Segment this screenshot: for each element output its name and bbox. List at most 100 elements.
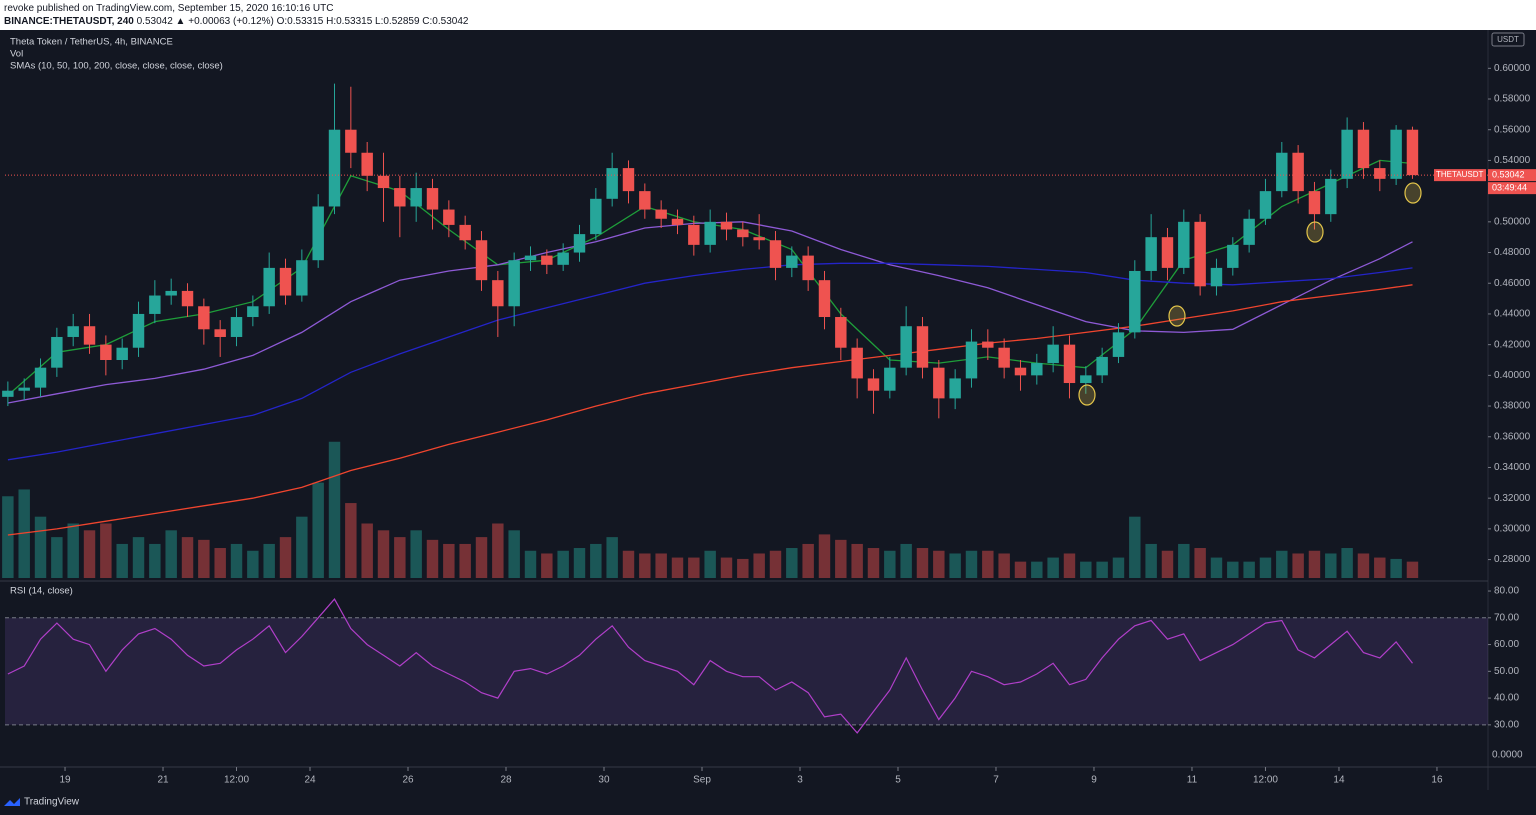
- candle-body: [1357, 129, 1370, 169]
- volume-bar: [1194, 548, 1206, 578]
- y-tick-label: 0.36000: [1494, 431, 1531, 442]
- volume-bar: [1308, 550, 1321, 578]
- candle-body: [1161, 237, 1174, 268]
- volume-bar: [688, 557, 700, 578]
- volume-bar: [884, 550, 896, 578]
- x-tick-label: 30: [598, 775, 610, 786]
- candle-body: [1276, 152, 1288, 192]
- volume-bar: [181, 537, 194, 578]
- symbol-tag: THETAUSDT: [1436, 170, 1484, 179]
- candle-body: [998, 347, 1010, 368]
- candle-body: [1047, 344, 1059, 364]
- volume-bar: [982, 550, 994, 578]
- volume-bar: [671, 557, 684, 578]
- candle-body: [247, 306, 259, 318]
- candle-body: [230, 317, 243, 337]
- candle-body: [1080, 375, 1092, 384]
- sma-label: SMAs (10, 50, 100, 200, close, close, cl…: [10, 61, 223, 72]
- volume-bar: [394, 537, 406, 578]
- candle-body: [18, 387, 30, 391]
- candle-body: [867, 378, 880, 391]
- candle-body: [884, 367, 896, 391]
- x-tick-label: 14: [1333, 775, 1345, 786]
- candle-body: [753, 237, 765, 241]
- volume-bar: [263, 543, 275, 578]
- candle-body: [83, 326, 96, 345]
- rsi-tick-label: 70.00: [1494, 612, 1519, 623]
- volume-bar: [1129, 516, 1141, 578]
- sma-line: [7, 221, 1413, 404]
- candle-body: [786, 255, 798, 268]
- rsi-bottom-label: 0.0000: [1492, 750, 1523, 761]
- y-tick-label: 0.42000: [1494, 339, 1531, 350]
- volume-bar: [835, 539, 847, 578]
- volume-bar: [1047, 557, 1059, 578]
- quote-line: BINANCE:THETAUSDT, 240 0.53042 ▲ +0.0006…: [4, 16, 468, 28]
- candle-body: [671, 218, 684, 225]
- candle-body: [1308, 191, 1321, 215]
- candle-body: [345, 129, 357, 153]
- y-tick-label: 0.54000: [1494, 155, 1531, 166]
- candle-body: [1145, 237, 1157, 271]
- candle-body: [818, 280, 831, 318]
- countdown-label: 03:49:44: [1492, 183, 1527, 193]
- candle-body: [1210, 267, 1223, 287]
- volume-bar: [606, 537, 618, 578]
- volume-bar: [524, 550, 537, 578]
- volume-bar: [1112, 557, 1125, 578]
- volume-bar: [1210, 557, 1223, 578]
- sma-line: [7, 159, 1413, 396]
- candle-body: [949, 378, 961, 399]
- volume-bar: [1080, 561, 1092, 578]
- volume-bar: [149, 543, 161, 578]
- volume-bar: [1390, 558, 1402, 578]
- header: revoke published on TradingView.com, Sep…: [0, 0, 1536, 30]
- candle-body: [2, 390, 14, 397]
- highlight: [1168, 305, 1186, 327]
- candle-body: [573, 234, 586, 253]
- y-tick-label: 0.30000: [1494, 524, 1531, 535]
- candle-body: [851, 347, 863, 379]
- candle-body: [1243, 218, 1255, 245]
- candle-body: [475, 240, 488, 281]
- candle-body: [1406, 129, 1419, 176]
- y-tick-label: 0.32000: [1494, 493, 1531, 504]
- countdown-box: [1488, 182, 1536, 195]
- candle-body: [1227, 244, 1239, 268]
- symbol: BINANCE:THETAUSDT, 240: [4, 16, 134, 27]
- y-tick-label: 0.58000: [1494, 94, 1531, 105]
- x-tick-label: 3: [797, 775, 803, 786]
- candle-body: [116, 347, 128, 360]
- volume-bar: [198, 539, 210, 578]
- candle-body: [802, 255, 814, 281]
- candle-body: [132, 313, 145, 348]
- volume-bar: [410, 530, 422, 578]
- brand-logo: [4, 798, 20, 806]
- volume-bar: [720, 557, 733, 578]
- candle-body: [720, 221, 733, 230]
- candle-body: [769, 240, 782, 268]
- y-tick-label: 0.50000: [1494, 216, 1531, 227]
- volume-bar: [34, 516, 47, 578]
- candle-body: [296, 260, 308, 296]
- volume-bar: [165, 530, 177, 578]
- x-tick-label: 12:00: [1253, 775, 1278, 786]
- candle-body: [900, 326, 912, 368]
- x-tick-label: 21: [157, 775, 169, 786]
- volume-bar: [2, 496, 14, 578]
- volume-bar: [949, 553, 961, 578]
- volume-bar: [132, 537, 145, 578]
- volume-bar: [900, 543, 912, 578]
- candle-body: [492, 280, 504, 307]
- candle-body: [328, 129, 341, 207]
- volume-bar: [573, 548, 586, 578]
- y-tick-label: 0.56000: [1494, 124, 1531, 135]
- rsi-line: [7, 598, 1413, 734]
- volume-bar: [83, 530, 96, 578]
- volume-label: Vol: [10, 49, 23, 60]
- x-tick-label: 19: [59, 775, 71, 786]
- y-tick-label: 0.34000: [1494, 462, 1531, 473]
- volume-bar: [1063, 553, 1076, 578]
- x-tick-label: Sep: [693, 775, 711, 786]
